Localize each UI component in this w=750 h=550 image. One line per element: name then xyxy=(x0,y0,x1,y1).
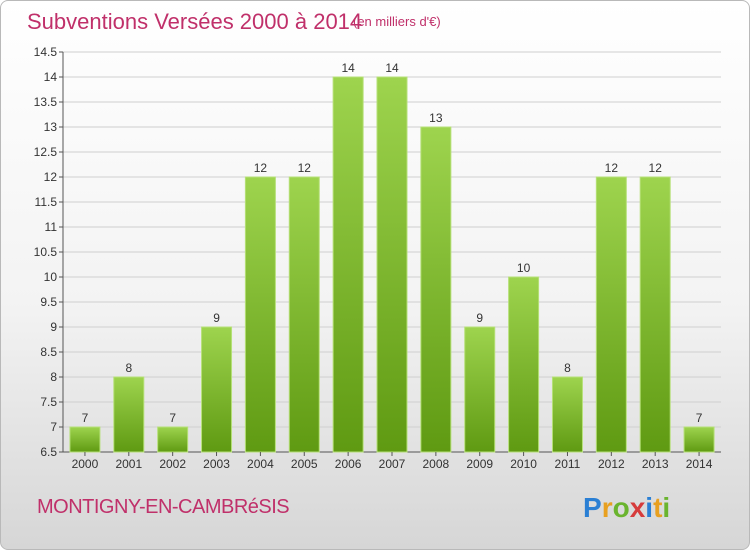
x-tick-label-2010: 2010 xyxy=(510,457,537,471)
data-label-2009: 9 xyxy=(476,311,483,325)
bar-2013 xyxy=(639,176,671,453)
x-axis-ticks: 2000 2001 2002 2003 2004 2005 2006 2007 2008 2009… xyxy=(72,452,713,471)
bar-2002 xyxy=(157,426,189,453)
data-label-2002: 7 xyxy=(169,411,176,425)
bar-2009 xyxy=(464,326,496,453)
bar-2005 xyxy=(288,176,320,453)
y-tick-label: 8 xyxy=(50,370,57,384)
y-tick-label: 12.5 xyxy=(34,145,58,159)
data-label-2007: 14 xyxy=(385,61,399,75)
y-tick-label: 6.5 xyxy=(40,445,57,459)
data-label-2014: 7 xyxy=(696,411,703,425)
bar-2000 xyxy=(69,426,101,453)
data-labels: 7 8 7 9 12 12 14 14 13 9 10 8 12 12 7 xyxy=(82,61,703,425)
y-tick-label: 7 xyxy=(50,420,57,434)
x-tick-label-2002: 2002 xyxy=(159,457,186,471)
bar-2010 xyxy=(508,276,540,453)
x-tick-label-2006: 2006 xyxy=(335,457,362,471)
bar-2003 xyxy=(201,326,233,453)
x-tick-label-2000: 2000 xyxy=(72,457,99,471)
y-tick-label: 14 xyxy=(44,70,58,84)
y-tick-label: 9 xyxy=(50,320,57,334)
x-tick-label-2011: 2011 xyxy=(555,457,581,471)
y-tick-label: 11.5 xyxy=(35,195,58,209)
bar-2008 xyxy=(420,126,452,453)
x-tick-label-2005: 2005 xyxy=(291,457,318,471)
y-tick-label: 13.5 xyxy=(34,95,58,109)
y-tick-label: 10 xyxy=(44,270,58,284)
data-label-2005: 12 xyxy=(298,161,312,175)
y-tick-label: 12 xyxy=(44,170,58,184)
data-label-2011: 8 xyxy=(564,361,571,375)
x-tick-label-2008: 2008 xyxy=(423,457,450,471)
y-tick-label: 11 xyxy=(45,220,58,234)
y-axis-ticks: 6.5 7 7.5 8 8.5 9 9.5 10 10.5 11 11.5 12 12.5 13 13.5 1… xyxy=(34,45,63,459)
bar-2012 xyxy=(595,176,627,453)
data-label-2013: 12 xyxy=(649,161,663,175)
y-tick-label: 13 xyxy=(44,120,58,134)
x-tick-label-2012: 2012 xyxy=(598,457,625,471)
bar-2001 xyxy=(113,376,145,453)
x-tick-label-2001: 2001 xyxy=(115,457,142,471)
bar-2011 xyxy=(551,376,583,453)
data-label-2004: 12 xyxy=(254,161,268,175)
data-label-2006: 14 xyxy=(341,61,355,75)
y-tick-label: 8.5 xyxy=(40,345,57,359)
bar-2004 xyxy=(244,176,276,453)
x-tick-label-2013: 2013 xyxy=(642,457,669,471)
data-label-2008: 13 xyxy=(429,111,443,125)
x-tick-label-2004: 2004 xyxy=(247,457,274,471)
data-label-2003: 9 xyxy=(213,311,220,325)
x-tick-label-2003: 2003 xyxy=(203,457,230,471)
proxiti-logo: Proxiti xyxy=(583,492,670,523)
x-tick-label-2014: 2014 xyxy=(686,457,713,471)
y-tick-label: 14.5 xyxy=(34,45,58,59)
bars xyxy=(69,76,715,453)
y-tick-label: 9.5 xyxy=(40,295,57,309)
bar-2006 xyxy=(332,76,364,453)
bar-2014 xyxy=(683,426,715,453)
data-label-2001: 8 xyxy=(125,361,132,375)
bar-2007 xyxy=(376,76,408,453)
y-tick-label: 10.5 xyxy=(34,245,58,259)
x-tick-label-2007: 2007 xyxy=(379,457,406,471)
svg-text:Proxiti: Proxiti xyxy=(583,492,670,523)
data-label-2010: 10 xyxy=(517,261,531,275)
data-label-2012: 12 xyxy=(605,161,619,175)
data-label-2000: 7 xyxy=(82,411,89,425)
commune-name: MONTIGNY-EN-CAMBRéSIS xyxy=(37,496,290,518)
x-tick-label-2009: 2009 xyxy=(466,457,493,471)
chart-unit-note: (en milliers d'€) xyxy=(353,14,441,29)
y-tick-label: 7.5 xyxy=(40,395,57,409)
chart-title: Subventions Versées 2000 à 2014 xyxy=(27,9,363,34)
